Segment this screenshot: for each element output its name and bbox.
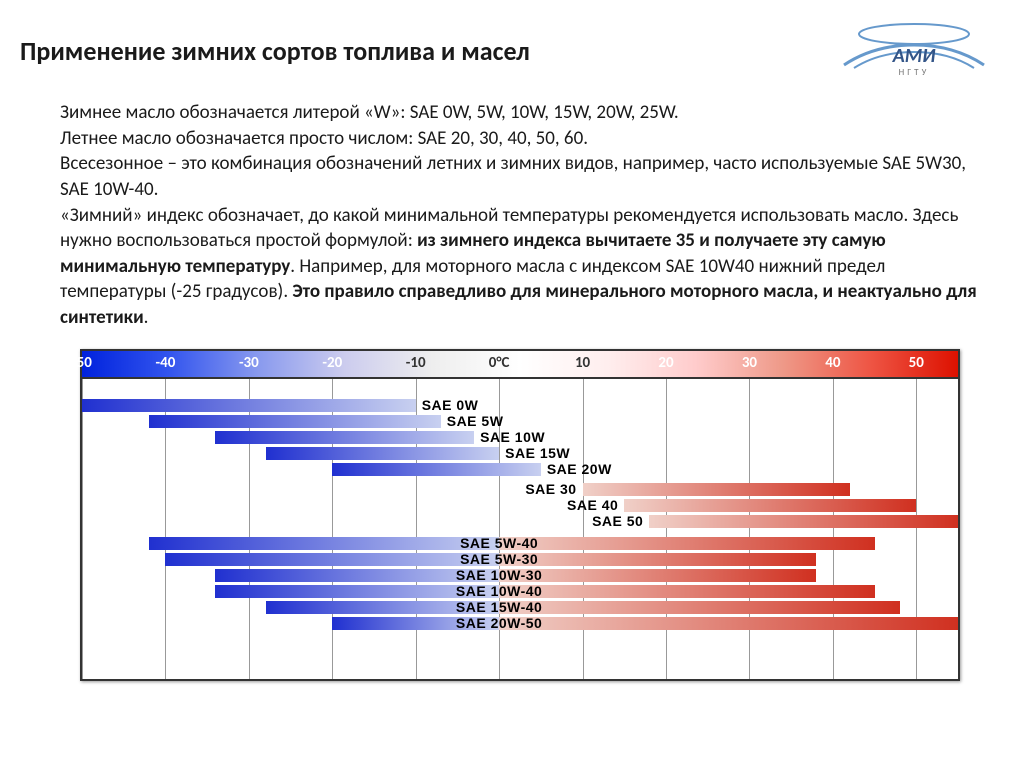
hot-range-segment [499,537,874,550]
cold-range-segment [332,463,541,476]
svg-text:АМИ: АМИ [892,44,937,68]
hot-range-segment [499,617,958,630]
oil-grade-bar: SAE 20W [82,463,958,476]
oil-grade-label: SAE 10W-40 [456,583,542,599]
oil-grade-bar: SAE 15W [82,447,958,460]
oil-grade-label: SAE 5W-40 [460,535,538,551]
oil-grade-bar: SAE 20W-50 [82,617,958,630]
svg-text:НГТУ: НГТУ [899,67,930,78]
body-text: Зимнее масло обозначается литерой «W»: S… [0,90,1024,341]
oil-grade-bar: SAE 10W [82,431,958,444]
oil-grade-bar: SAE 0W [82,399,958,412]
oil-grade-label: SAE 10W [480,429,545,445]
oil-grade-label: SAE 20W-50 [456,615,542,631]
oil-grade-label: SAE 50 [592,513,643,529]
logo: АМИ НГТУ [824,20,1004,80]
oil-grade-label: SAE 10W-30 [456,567,542,583]
hot-range-segment [499,585,874,598]
hot-range-segment [499,569,816,582]
cold-range-segment [149,537,499,550]
cold-range-segment [266,447,500,460]
oil-grade-bar: SAE 5W-40 [82,537,958,550]
hot-range-segment [583,483,850,496]
oil-grade-label: SAE 15W [505,445,570,461]
oil-grade-bar: SAE 30 [82,483,958,496]
temperature-tick-label: 50 [909,354,924,372]
oil-grade-label: SAE 20W [547,461,612,477]
temperature-tick-label: -40 [156,354,176,372]
temperature-tick-label: 30 [742,354,757,372]
cold-range-segment [215,431,474,444]
oil-grade-label: SAE 30 [525,481,576,497]
oil-grade-label: SAE 15W-40 [456,599,542,615]
temperature-tick-label: 40 [825,354,840,372]
oil-grade-label: SAE 40 [567,497,618,513]
page-title: Применение зимних сортов топлива и масел [20,20,530,67]
cold-range-segment [82,399,416,412]
oil-grade-bar: SAE 5W-30 [82,553,958,566]
oil-grade-label: SAE 5W [447,413,504,429]
cold-range-segment [149,415,441,428]
temperature-tick-label: 10 [575,354,590,372]
hot-range-segment [499,601,899,614]
sae-oil-chart: -50-40-30-20-100°C1020304050 SAE 0WSAE 5… [80,349,960,681]
oil-grade-bar: SAE 50 [82,515,958,528]
oil-grade-bar: SAE 10W-30 [82,569,958,582]
temperature-tick-label: -30 [239,354,259,372]
temperature-tick-label: -10 [406,354,426,372]
temperature-tick-label: 20 [658,354,673,372]
oil-grade-bar: SAE 10W-40 [82,585,958,598]
hot-range-segment [624,499,916,512]
chart-body: SAE 0WSAE 5WSAE 10WSAE 15WSAE 20WSAE 30S… [82,379,958,679]
chart-temperature-scale: -50-40-30-20-100°C1020304050 [82,351,958,379]
temperature-tick-label: -20 [322,354,342,372]
temperature-tick-label: 0°C [489,354,510,372]
oil-grade-label: SAE 5W-30 [460,551,538,567]
oil-grade-bar: SAE 5W [82,415,958,428]
oil-grade-bar: SAE 15W-40 [82,601,958,614]
temperature-tick-label: -50 [72,354,92,372]
hot-range-segment [499,553,816,566]
cold-range-segment [165,553,499,566]
oil-grade-label: SAE 0W [422,397,479,413]
oil-grade-bar: SAE 40 [82,499,958,512]
hot-range-segment [649,515,958,528]
